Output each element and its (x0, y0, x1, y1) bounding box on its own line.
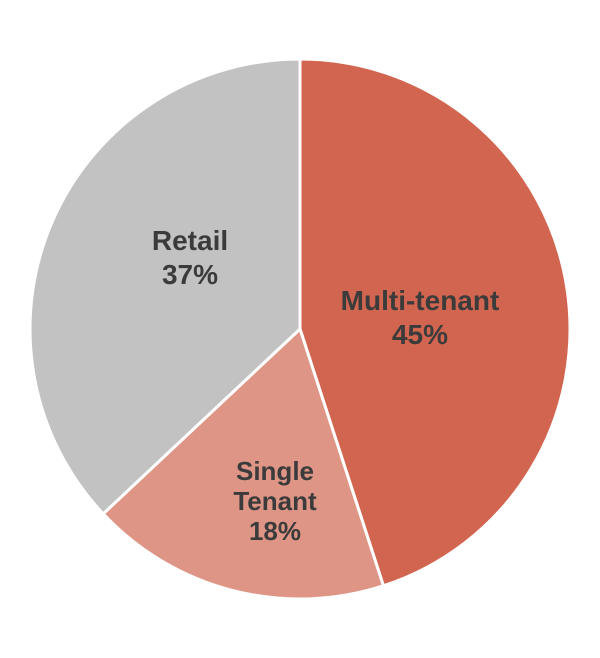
slice-label-line: Retail (152, 225, 228, 256)
slice-label-line: 18% (249, 516, 301, 546)
slice-label-line: Multi-tenant (341, 285, 500, 316)
slice-label-line: 45% (392, 319, 448, 350)
slice-label-line: Single (236, 456, 314, 486)
slice-label-line: Tenant (233, 486, 317, 516)
slice-label-line: 37% (162, 259, 218, 290)
pie-chart: Multi-tenant45% SingleTenant18% Retail37% (0, 0, 600, 658)
pie-chart-svg: Multi-tenant45% SingleTenant18% Retail37% (0, 0, 600, 658)
